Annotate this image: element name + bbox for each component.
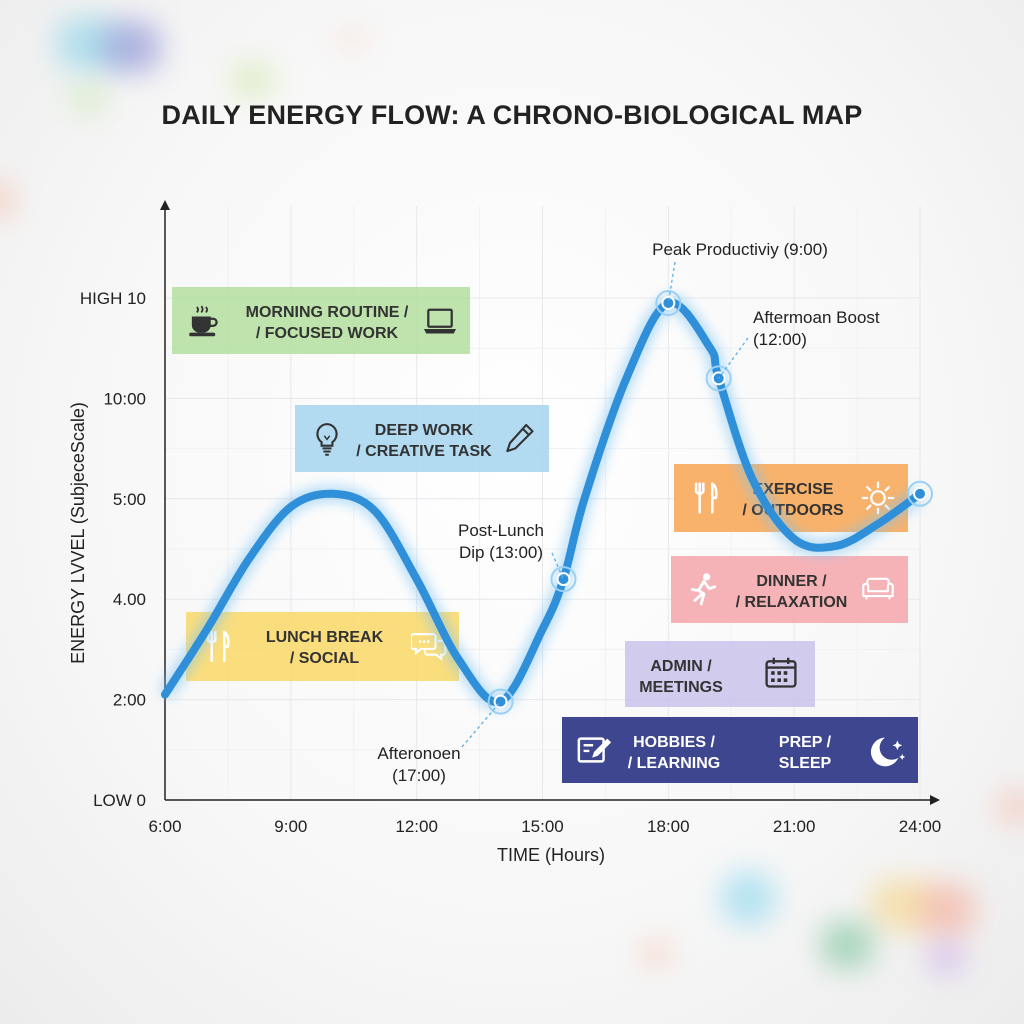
admin-background — [625, 641, 815, 707]
activity-boxes: MORNING ROUTINE / / FOCUSED WORK DEEP WORK… — [172, 287, 918, 783]
decorative-blob — [926, 940, 966, 976]
decorative-blob — [998, 790, 1024, 824]
data-point — [556, 572, 571, 587]
decorative-blob — [822, 922, 872, 968]
x-tick-label: 18:00 — [647, 817, 690, 836]
hobbies-label-line: HOBBIES / — [633, 734, 715, 751]
hobbies-label-line: PREP / — [779, 734, 832, 751]
x-axis-arrow — [930, 795, 940, 805]
activity-box-hobbies: HOBBIES / / LEARNING PREP / SLEEP — [562, 717, 918, 783]
admin-label-line: MEETINGS — [639, 679, 723, 696]
hobbies-label-line: / LEARNING — [628, 755, 720, 772]
y-axis-arrow — [160, 200, 170, 210]
activity-box-morning-routine: MORNING ROUTINE / / FOCUSED WORK — [172, 287, 470, 354]
data-point-ring — [487, 688, 514, 715]
decorative-blob — [340, 30, 364, 50]
y-tick-label: 2:00 — [113, 691, 146, 710]
y-tick-label: HIGH 10 — [80, 289, 146, 308]
exercise-label-line: EXERCISE — [753, 481, 834, 498]
x-tick-label: 15:00 — [521, 817, 564, 836]
lunch-break-label-line: / SOCIAL — [290, 650, 360, 667]
annotation-leader-line — [461, 701, 502, 748]
annotations: Peak Productiviy (9:00) Aftermoan Boost (1… — [377, 240, 879, 785]
decorative-blob — [68, 80, 108, 116]
annotation-label: Aftermoan Boost — [753, 308, 880, 327]
decorative-blob — [920, 884, 974, 936]
data-point-ring — [705, 365, 732, 392]
annotation-label: Afteronoen — [377, 744, 460, 763]
decorative-blob — [642, 940, 670, 966]
activity-box-dinner: DINNER / / RELAXATION — [671, 556, 908, 623]
y-tick-labels: LOW 0 2:00 4.00 5:00 10:00 HIGH 10 — [80, 289, 146, 810]
activity-box-deep-work: DEEP WORK / CREATIVE TASK — [295, 405, 549, 472]
decorative-blob — [104, 22, 160, 72]
y-axis-title: ENERGY LVVEL (SubjeceScale) — [68, 402, 88, 664]
y-tick-label: LOW 0 — [93, 791, 146, 810]
morning-routine-background — [172, 287, 470, 354]
activity-box-admin: ADMIN / MEETINGS — [625, 641, 815, 707]
decorative-blob — [0, 180, 14, 220]
x-tick-label: 12:00 — [395, 817, 438, 836]
lunch-break-label-line: LUNCH BREAK — [266, 629, 384, 646]
morning-routine-label-line: / FOCUSED WORK — [256, 325, 399, 342]
x-tick-label: 21:00 — [773, 817, 816, 836]
dinner-label-line: / RELAXATION — [736, 594, 848, 611]
data-point-ring — [655, 290, 682, 317]
deep-work-label-line: / CREATIVE TASK — [356, 443, 492, 460]
deep-work-label-line: DEEP WORK — [375, 422, 474, 439]
annotation-label: Peak Productiviy (9:00) — [652, 240, 828, 259]
annotation-label: (17:00) — [392, 766, 446, 785]
annotation-leader-line — [718, 337, 749, 379]
annotation-label: Post-Lunch — [458, 521, 544, 540]
data-point-ring — [550, 566, 577, 593]
deep-work-background — [295, 405, 549, 472]
data-point-ring — [907, 480, 933, 507]
x-tick-label: 6:00 — [148, 817, 181, 836]
decorative-blob — [720, 870, 776, 926]
y-tick-label: 5:00 — [113, 490, 146, 509]
annotation-label: Dip (13:00) — [459, 543, 543, 562]
x-tick-label: 24:00 — [899, 817, 942, 836]
y-tick-label: 10:00 — [103, 389, 146, 408]
x-tick-label: 9:00 — [274, 817, 307, 836]
annotation-leader-line — [667, 261, 676, 304]
lunch-break-background — [186, 612, 459, 681]
data-point — [661, 296, 676, 311]
activity-box-lunch-break: LUNCH BREAK / SOCIAL — [186, 612, 459, 681]
admin-label-line: ADMIN / — [650, 658, 712, 675]
morning-routine-label-line: MORNING ROUTINE / — [246, 304, 409, 321]
y-tick-label: 4.00 — [113, 590, 146, 609]
hobbies-label-line: SLEEP — [779, 755, 832, 772]
annotation-label: (12:00) — [753, 330, 807, 349]
annotation-leader-line — [551, 552, 565, 580]
hobbies-background — [562, 717, 918, 783]
x-axis-title: TIME (Hours) — [497, 845, 605, 865]
axes — [160, 200, 940, 805]
data-point — [913, 486, 927, 501]
chart-title: DAILY ENERGY FLOW: A CHRONO-BIOLOGICAL M… — [161, 100, 863, 130]
decorative-blob — [230, 60, 276, 100]
dinner-label-line: DINNER / — [756, 573, 827, 590]
x-tick-labels: 6:00 9:00 12:00 15:00 18:00 21:00 24:00 — [148, 817, 941, 836]
